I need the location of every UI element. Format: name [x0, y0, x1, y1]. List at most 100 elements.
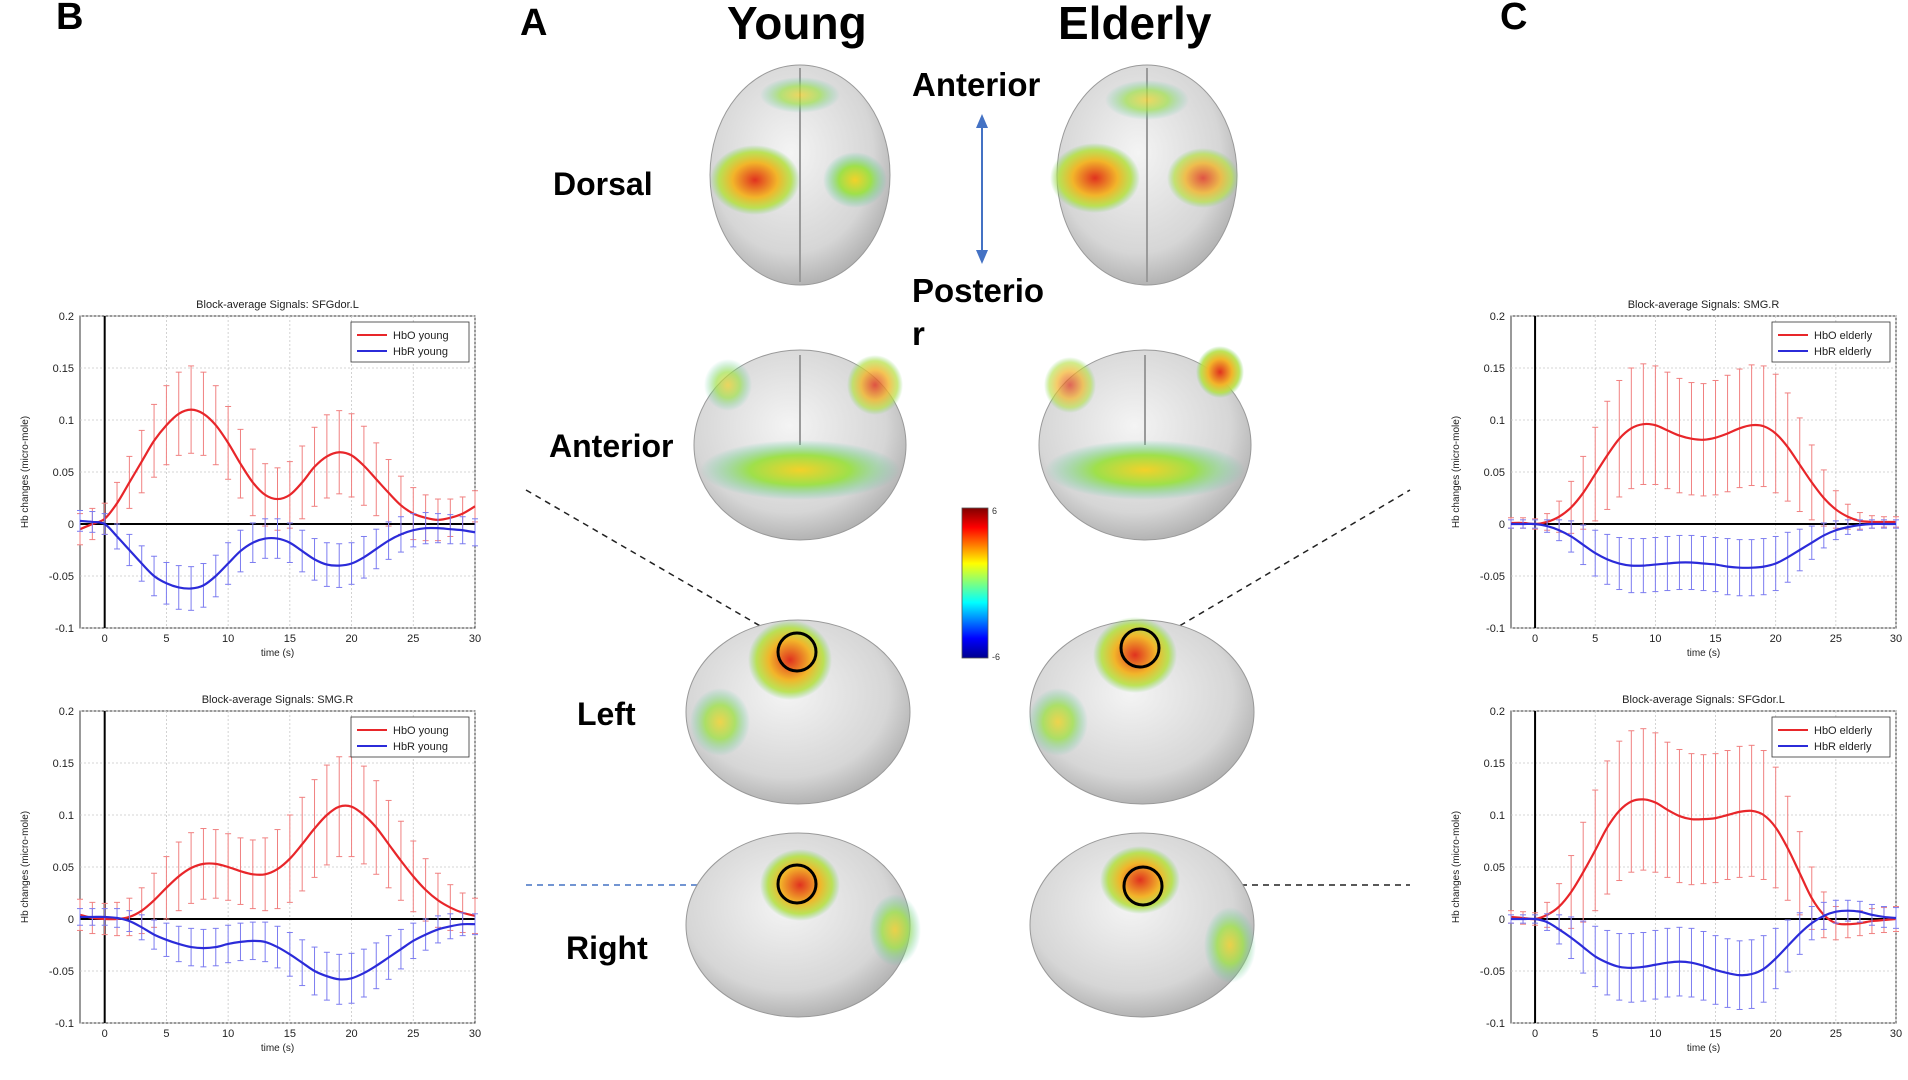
view-label-left: Left: [577, 696, 636, 732]
x-tick-label: 25: [407, 1028, 419, 1040]
legend: HbO young HbR young: [350, 716, 470, 758]
legend: HbO elderly HbR elderly: [1771, 321, 1891, 363]
y-tick-label: 0.1: [59, 810, 74, 822]
y-tick-label: 0.1: [59, 415, 74, 427]
x-tick-label: 15: [284, 1028, 296, 1040]
series-line-hbo: [1510, 422, 1896, 526]
legend-label: HbR young: [393, 741, 448, 753]
chart-c-top-smg-r-elderly: Block-average Signals: SMG.R 0 5 10 15 20 25 30…: [1451, 299, 1902, 659]
series-line-hbo: [79, 408, 476, 531]
series-line-hbr: [1511, 909, 1897, 977]
x-axis-label: time (s): [1687, 1043, 1720, 1054]
x-tick-label: 30: [1890, 633, 1902, 645]
series-line-hbr: [79, 519, 476, 590]
x-tick-label: 15: [1709, 633, 1721, 645]
colorbar-max-label: 6: [992, 506, 997, 516]
panel-label-a: A: [520, 2, 548, 44]
legend: HbO elderly HbR elderly: [1771, 716, 1891, 758]
y-tick-label: -0.05: [49, 571, 74, 583]
colorbar: 6 -6: [961, 506, 1000, 662]
brain-right-elderly: [1029, 832, 1256, 1018]
y-tick-label: 0.05: [53, 467, 74, 479]
chart-title: Block-average Signals: SFGdor.L: [196, 299, 359, 311]
legend-box: [350, 716, 470, 758]
y-tick-label: 0.15: [1484, 758, 1505, 770]
legend-box: [350, 321, 470, 363]
x-tick-label: 10: [222, 1028, 234, 1040]
y-axis-label: Hb changes (micro-mole): [20, 811, 31, 923]
legend-label: HbR elderly: [1814, 741, 1872, 753]
x-axis-label: time (s): [1687, 648, 1720, 659]
y-tick-label: -0.05: [1480, 571, 1505, 583]
view-label-right: Right: [566, 930, 648, 966]
series-line-hbr: [1511, 522, 1896, 569]
y-axis-label: Hb changes (micro-mole): [1451, 416, 1462, 528]
x-axis-label: time (s): [261, 1043, 294, 1054]
x-tick-label: 10: [1649, 1028, 1661, 1040]
legend-label: HbO elderly: [1814, 725, 1873, 737]
brain-anterior-elderly: [1038, 346, 1252, 541]
colorbar-min-label: -6: [992, 652, 1000, 662]
y-tick-label: 0.2: [59, 311, 74, 323]
orientation-posterior-line2: r: [912, 314, 925, 352]
column-title-young: Young: [727, 0, 867, 49]
chart-b-top-sfgdor-l-young: Block-average Signals: SFGdor.L 0 5 10 15 20 2…: [20, 299, 481, 659]
x-tick-label: 5: [163, 633, 169, 645]
view-label-anterior: Anterior: [549, 428, 674, 464]
x-tick-label: 25: [1830, 1028, 1842, 1040]
view-label-dorsal: Dorsal: [553, 166, 653, 202]
brain-left-elderly: [1028, 617, 1255, 805]
series-line-hbo: [1510, 798, 1897, 926]
x-tick-label: 0: [1532, 633, 1538, 645]
y-tick-label: 0: [1499, 914, 1505, 926]
chart-title: Block-average Signals: SMG.R: [202, 694, 354, 706]
brain-right-young: [685, 832, 921, 1018]
orientation-posterior-label: Posterio r: [912, 270, 1044, 356]
x-tick-label: 20: [1770, 633, 1782, 645]
y-tick-label: 0.1: [1490, 810, 1505, 822]
x-tick-label: 25: [407, 633, 419, 645]
x-tick-label: 15: [284, 633, 296, 645]
legend-label: HbO elderly: [1814, 330, 1873, 342]
legend-label: HbO young: [393, 725, 449, 737]
x-tick-label: 15: [1709, 1028, 1721, 1040]
legend-label: HbR elderly: [1814, 346, 1872, 358]
y-tick-label: 0.15: [53, 363, 74, 375]
x-tick-label: 25: [1830, 633, 1842, 645]
y-tick-label: 0.15: [1484, 363, 1505, 375]
y-tick-label: 0.05: [1484, 467, 1505, 479]
y-tick-label: 0.15: [53, 758, 74, 770]
legend-box: [1771, 321, 1891, 363]
y-tick-label: -0.05: [1480, 966, 1505, 978]
brain-anterior-young: [693, 349, 907, 541]
y-tick-label: 0.05: [1484, 862, 1505, 874]
chart-title: Block-average Signals: SFGdor.L: [1622, 694, 1785, 706]
x-tick-label: 0: [102, 1028, 108, 1040]
y-tick-label: 0.2: [1490, 706, 1505, 718]
y-tick-label: 0.2: [1490, 311, 1505, 323]
legend-label: HbO young: [393, 330, 449, 342]
brain-dorsal-young: [709, 64, 891, 286]
x-tick-label: 30: [469, 1028, 481, 1040]
chart-title: Block-average Signals: SMG.R: [1628, 299, 1780, 311]
y-tick-label: 0.2: [59, 706, 74, 718]
panel-label-c: C: [1500, 0, 1528, 38]
y-tick-label: 0.1: [1490, 415, 1505, 427]
y-tick-label: -0.1: [55, 1018, 74, 1030]
orientation-arrow: [976, 114, 988, 264]
y-axis-label: Hb changes (micro-mole): [20, 416, 31, 528]
x-tick-label: 20: [345, 1028, 357, 1040]
legend-label: HbR young: [393, 346, 448, 358]
legend: HbO young HbR young: [350, 321, 470, 363]
y-tick-label: 0: [68, 519, 74, 531]
series-line-hbo: [79, 804, 476, 921]
x-tick-label: 10: [222, 633, 234, 645]
column-title-elderly: Elderly: [1058, 0, 1212, 49]
legend-box: [1771, 716, 1891, 758]
x-tick-label: 5: [1592, 1028, 1598, 1040]
y-tick-label: 0: [1499, 519, 1505, 531]
x-tick-label: 30: [1890, 1028, 1902, 1040]
series-line-hbr: [80, 915, 476, 981]
y-tick-label: -0.1: [1486, 623, 1505, 635]
x-tick-label: 20: [1770, 1028, 1782, 1040]
